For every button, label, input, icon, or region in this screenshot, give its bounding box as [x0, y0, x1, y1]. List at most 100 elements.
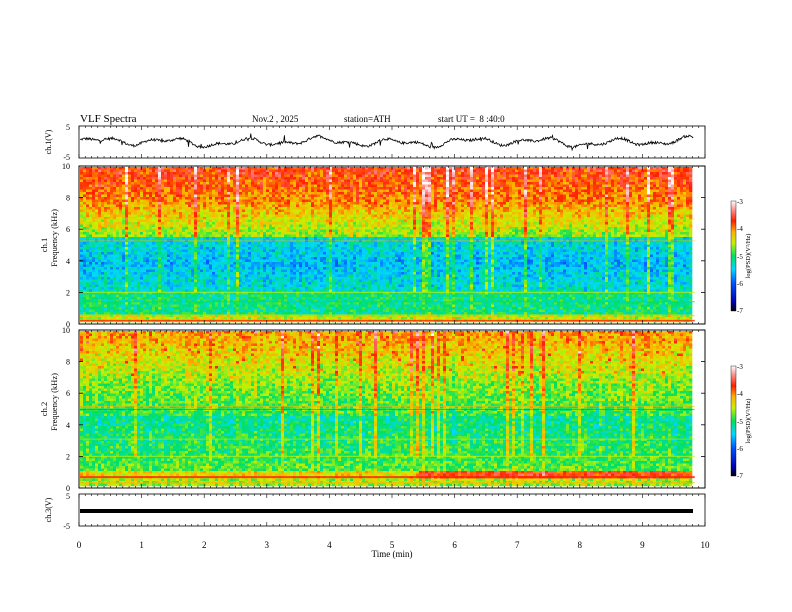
spectrogram-cell	[119, 317, 123, 320]
spectrogram-cell	[98, 297, 102, 300]
spectrogram-cell	[266, 177, 270, 180]
spectrogram-cell	[194, 174, 198, 178]
spectrogram-cell	[122, 217, 126, 220]
spectrogram-cell	[122, 309, 126, 313]
spectrogram-cell	[83, 252, 87, 255]
spectrogram-cell	[302, 294, 306, 298]
spectrogram-cell	[185, 189, 189, 193]
spectrogram-cell	[173, 212, 177, 215]
spectrogram-cell	[218, 202, 222, 205]
spectrogram-cell	[266, 172, 270, 175]
spectrogram-cell	[149, 247, 153, 250]
ch1-waveform-panel: 5 -5 ch.1(V)	[44, 123, 706, 162]
spectrogram-cell	[104, 262, 108, 265]
spectrogram-cell	[113, 214, 117, 218]
spectrogram-cell	[248, 277, 252, 280]
spectrogram-cell	[116, 207, 120, 210]
spectrogram-cell	[191, 254, 195, 258]
spectrogram-cell	[269, 209, 273, 213]
spectrogram-cell	[179, 284, 183, 288]
spectrogram-cell	[263, 229, 267, 233]
spectrogram-cell	[272, 249, 276, 253]
spectrogram-cell	[137, 194, 141, 198]
spectrogram-cell	[239, 182, 243, 185]
spectrogram-cell	[221, 264, 225, 268]
spectrogram-cell	[251, 234, 255, 238]
spectrogram-cell	[218, 254, 222, 258]
spectrogram-cell	[176, 222, 180, 225]
spectrogram-cell	[134, 262, 138, 265]
spectrogram-cell	[197, 304, 201, 308]
spectrogram-cell	[89, 292, 93, 295]
spectrogram-cell	[83, 197, 87, 200]
spectrogram-cell	[80, 262, 84, 265]
spectrogram-cell	[197, 257, 201, 260]
spectrogram-cell	[200, 302, 204, 305]
spectrogram-cell	[206, 189, 210, 193]
spectrogram-cell	[248, 207, 252, 210]
spectrogram-cell	[221, 222, 225, 225]
spectrogram-cell	[266, 229, 270, 233]
spectrogram-cell	[254, 219, 258, 223]
spectrogram-cell	[215, 289, 219, 293]
spectrogram-cell	[140, 277, 144, 280]
spectrogram-cell	[260, 197, 264, 200]
spectrogram-cell	[107, 237, 111, 240]
spectrogram-cell	[302, 289, 306, 293]
spectrogram-cell	[137, 179, 141, 183]
spectrogram-cell	[281, 199, 285, 203]
spectrogram-cell	[212, 199, 216, 203]
spectrogram-cell	[203, 272, 207, 275]
spectrogram-cell	[194, 224, 198, 228]
spectrogram-cell	[233, 307, 237, 310]
spectrogram-cell	[161, 309, 165, 313]
spectrogram-cell	[320, 219, 324, 223]
spectrogram-cell	[227, 269, 231, 273]
spectrogram-cell	[224, 292, 228, 295]
spectrogram-cell	[101, 297, 105, 300]
spectrogram-cell	[131, 232, 135, 235]
spectrogram-cell	[236, 194, 240, 198]
spectrogram-cell	[188, 242, 192, 245]
spectrogram-cell	[86, 192, 90, 195]
spectrogram-cell	[95, 169, 99, 173]
spectrogram-cell	[320, 222, 324, 225]
spectrogram-cell	[215, 207, 219, 210]
spectrogram-cell	[113, 284, 117, 288]
spectrogram-cell	[101, 227, 105, 230]
spectrogram-cell	[281, 227, 285, 230]
spectrogram-cell	[140, 264, 144, 268]
spectrogram-cell	[143, 189, 147, 193]
spectrogram-cell	[164, 279, 168, 283]
spectrogram-cell	[89, 169, 93, 173]
spectrogram-cell	[107, 192, 111, 195]
spectrogram-cell	[122, 194, 126, 198]
spectrogram-cell	[206, 234, 210, 238]
spectrogram-cell	[104, 299, 108, 303]
spectrogram-cell	[272, 299, 276, 303]
spectrogram-cell	[281, 282, 285, 285]
spectrogram-cell	[239, 312, 243, 315]
spectrogram-cell	[248, 259, 252, 263]
spectrogram-cell	[263, 167, 267, 170]
spectrogram-cell	[182, 227, 186, 230]
spectrogram-cell	[239, 209, 243, 213]
spectrogram-cell	[191, 309, 195, 313]
spectrogram-cell	[164, 199, 168, 203]
spectrogram-cell	[212, 294, 216, 298]
spectrogram-cell	[275, 212, 279, 215]
spectrogram-cell	[290, 192, 294, 195]
spectrogram-cell	[284, 242, 288, 245]
spectrogram-cell	[89, 317, 93, 320]
spectrogram-cell	[221, 269, 225, 273]
spectrogram-cell	[146, 294, 150, 298]
spectrogram-cell	[185, 259, 189, 263]
spectrogram-cell	[116, 204, 120, 208]
spectrogram-cell	[146, 219, 150, 223]
spectrogram-cell	[239, 217, 243, 220]
spectrogram-cell	[248, 214, 252, 218]
spectrogram-cell	[317, 177, 321, 180]
spectrogram-cell	[200, 214, 204, 218]
spectrogram-cell	[203, 242, 207, 245]
spectrogram-cell	[230, 169, 234, 173]
